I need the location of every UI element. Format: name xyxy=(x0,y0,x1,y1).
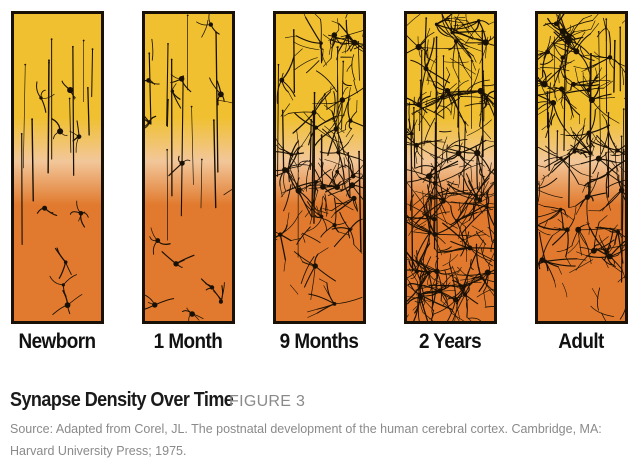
panel-label-adult: Adult xyxy=(558,330,604,353)
panel-label-2-years: 2 Years xyxy=(418,330,482,353)
panel-newborn xyxy=(11,11,104,324)
figure-number: FIGURE 3 xyxy=(229,393,306,410)
panel-label-9-months: 9 Months xyxy=(279,330,359,353)
caption-title: Synapse Density Over Time xyxy=(10,389,234,411)
panel-label-newborn: Newborn xyxy=(18,330,96,353)
panel-adult xyxy=(535,11,628,324)
source-citation: Source: Adapted from Corel, JL. The post… xyxy=(10,422,602,458)
panel-2-years xyxy=(404,11,497,324)
panel-9-months xyxy=(273,11,366,324)
panel-label-1-month: 1 Month xyxy=(153,330,223,353)
panel-1-month xyxy=(142,11,235,324)
